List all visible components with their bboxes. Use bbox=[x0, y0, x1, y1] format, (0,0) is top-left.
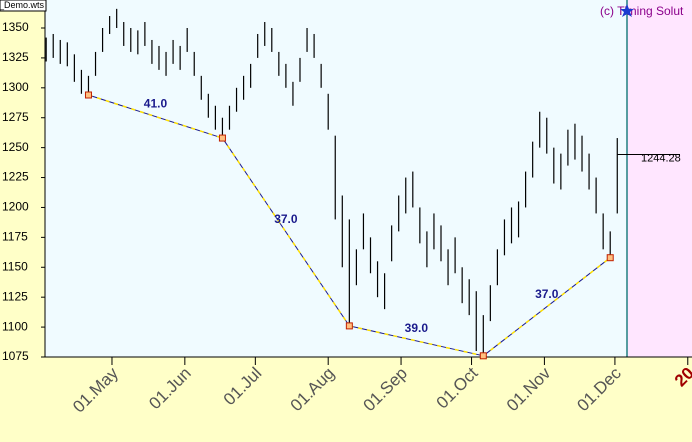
cycle-label: 39.0 bbox=[405, 321, 429, 335]
pivot-marker bbox=[606, 254, 614, 262]
zigzag-dash bbox=[221, 137, 350, 327]
cycle-label: 41.0 bbox=[144, 97, 168, 111]
y-tick-label: 1150 bbox=[2, 259, 28, 273]
pivot-marker bbox=[84, 91, 92, 99]
last-price-label: 1244.28 bbox=[641, 152, 681, 164]
y-tick-label: 1175 bbox=[2, 230, 28, 244]
y-tick-label: 1300 bbox=[2, 80, 29, 94]
future-zone bbox=[627, 0, 692, 357]
y-tick-label: 1125 bbox=[2, 289, 28, 303]
plot-area bbox=[45, 0, 627, 357]
pivot-marker bbox=[345, 322, 353, 330]
y-tick-label: 1200 bbox=[2, 200, 29, 214]
y-tick-label: 1100 bbox=[2, 319, 28, 333]
file-label: es_Demo.wts bbox=[0, 0, 44, 10]
file-label-box bbox=[0, 0, 47, 12]
credit: (c) Timing Solut bbox=[600, 4, 684, 18]
y-tick-label: 1325 bbox=[2, 50, 29, 64]
y-tick-label: 1250 bbox=[2, 140, 29, 154]
zigzag bbox=[482, 257, 611, 357]
y-tick-label: 1275 bbox=[2, 110, 29, 124]
cycle-label: 37.0 bbox=[274, 212, 298, 226]
pivot-marker bbox=[479, 352, 487, 360]
zigzag-dash bbox=[88, 94, 223, 139]
cycle-label: 37.0 bbox=[535, 287, 559, 301]
y-tick-label: 1075 bbox=[2, 349, 29, 363]
y-tick-label: 1225 bbox=[2, 170, 29, 184]
y-tick-label: 1350 bbox=[2, 20, 29, 34]
star-icon bbox=[620, 4, 634, 17]
pivot-marker bbox=[218, 134, 226, 142]
zigzag bbox=[349, 325, 484, 357]
